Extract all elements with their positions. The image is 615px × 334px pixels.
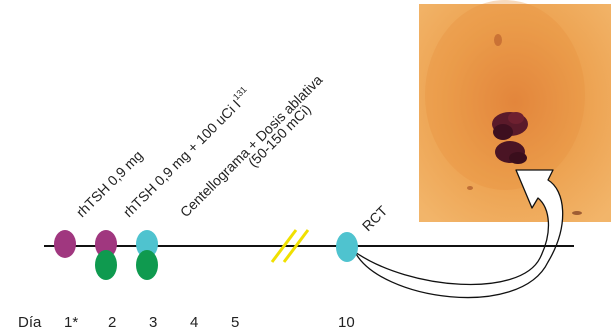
event-label-rct: RCT xyxy=(359,202,391,234)
time-break-icon xyxy=(270,229,310,263)
day-label-2: 2 xyxy=(108,314,116,331)
curved-arrow-icon xyxy=(354,169,564,299)
marker-day3-cyan xyxy=(136,230,158,258)
day-label-10: 10 xyxy=(338,314,355,331)
day-label-1: 1* xyxy=(64,314,78,331)
marker-day10-cyan xyxy=(336,232,358,262)
day-label-4: 4 xyxy=(190,314,198,331)
marker-day3-green xyxy=(136,250,158,280)
day-label-3: 3 xyxy=(149,314,157,331)
day-prefix: Día xyxy=(18,314,42,331)
marker-day1-purple xyxy=(54,230,76,258)
marker-day2-green xyxy=(95,250,117,280)
day-label-5: 5 xyxy=(231,314,239,331)
scan-image xyxy=(419,0,611,222)
marker-day2-purple xyxy=(95,230,117,258)
